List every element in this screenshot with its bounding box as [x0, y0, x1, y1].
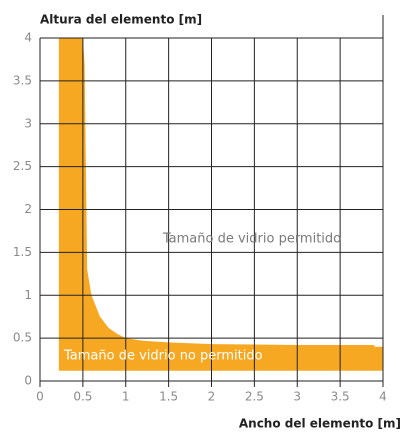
annotation: Tamaño de vidrio no permitido — [63, 349, 263, 364]
annotation: Tamaño de vidrio permitido — [162, 232, 341, 247]
y-tick-label: 3 — [24, 116, 32, 130]
x-tick-label: 1 — [122, 390, 130, 404]
x-tick-label: 0.5 — [73, 390, 92, 404]
x-tick-label: 1.5 — [159, 390, 178, 404]
y-tick-label: 0.5 — [13, 331, 32, 345]
area — [58, 38, 384, 371]
y-tick-label: 1.5 — [13, 245, 32, 259]
y-axis-title: Altura del elemento [m] — [40, 13, 202, 27]
x-tick-label: 3.5 — [331, 390, 350, 404]
x-tick-label: 4 — [379, 390, 387, 404]
y-tick-label: 0 — [24, 374, 32, 388]
y-tick-label: 4 — [24, 31, 32, 45]
y-tick-label: 3.5 — [13, 73, 32, 87]
y-tick-label: 2.5 — [13, 159, 32, 173]
x-tick-label: 2.5 — [245, 390, 264, 404]
x-axis-title: Ancho del elemento [m] — [239, 417, 401, 431]
x-tick-label: 3 — [293, 390, 301, 404]
y-tick-label: 2 — [24, 202, 32, 216]
y-tick-label: 1 — [24, 288, 32, 302]
x-tick-label: 2 — [208, 390, 216, 404]
x-tick-label: 0 — [36, 390, 44, 404]
